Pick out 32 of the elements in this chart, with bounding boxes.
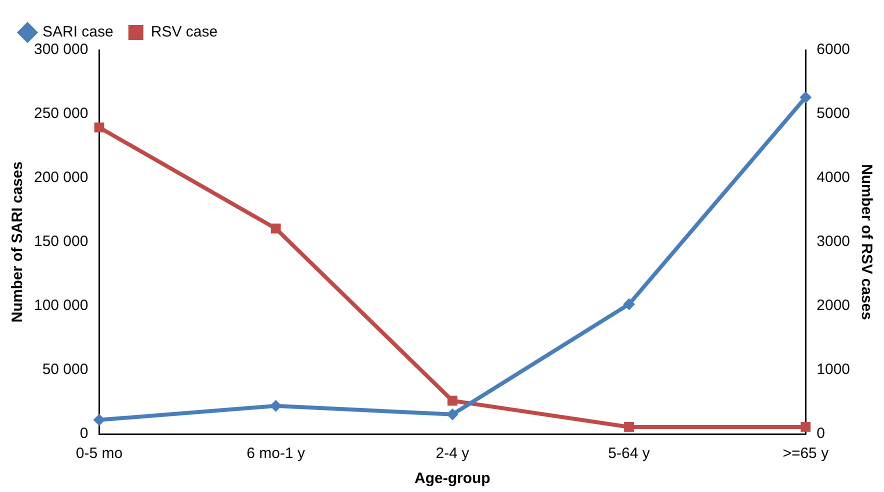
point — [623, 298, 636, 310]
y-axis-title: Number of SARI cases — [9, 162, 26, 322]
y2-tick-label: 1000 — [816, 361, 850, 378]
x-tick-label: >=65 y — [782, 445, 830, 462]
y2-tick-label: 5000 — [816, 105, 850, 122]
point — [800, 422, 811, 432]
y-tick-label: 50 000 — [42, 361, 88, 378]
y-tick-label: 150 000 — [34, 233, 88, 250]
y-tick-label: 100 000 — [34, 297, 88, 314]
point — [94, 122, 104, 132]
x-axis-title: Age-group — [414, 470, 490, 488]
y2-axis-title: Number of RSV cases — [858, 164, 875, 320]
point — [270, 400, 282, 412]
y-tick-label: 300 000 — [34, 41, 88, 58]
x-tick-label: 6 mo-1 y — [246, 445, 306, 462]
y2-tick-label: 3000 — [816, 233, 850, 250]
y-tick-label: 200 000 — [34, 169, 88, 186]
legend-label: SARI case — [42, 24, 114, 41]
point — [800, 91, 812, 104]
y-tick-label: 0 — [80, 425, 88, 442]
point — [447, 396, 458, 406]
y2-tick-label: 4000 — [816, 169, 850, 186]
y-tick-label: 250 000 — [34, 105, 88, 122]
point — [270, 224, 281, 234]
x-tick-label: 0-5 mo — [76, 445, 123, 462]
x-tick-label: 2-4 y — [436, 445, 470, 462]
x-tick-label: 5-64 y — [608, 445, 650, 462]
y2-tick-label: 2000 — [816, 297, 850, 314]
point — [624, 422, 634, 432]
y2-tick-label: 6000 — [816, 41, 850, 58]
legend-label: RSV case — [150, 24, 218, 41]
y2-tick-label: 0 — [816, 425, 825, 442]
